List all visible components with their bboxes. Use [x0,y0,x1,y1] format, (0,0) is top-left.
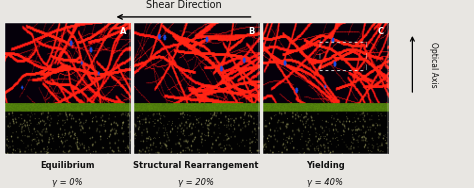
Text: Optical Axis: Optical Axis [429,42,438,87]
Text: γ = 20%: γ = 20% [178,178,214,187]
Text: A: A [119,27,126,36]
Text: Shear Direction: Shear Direction [146,0,221,10]
Text: B: B [249,27,255,36]
Text: γ = 0%: γ = 0% [52,178,82,187]
Text: γ = 40%: γ = 40% [307,178,343,187]
Text: Yielding: Yielding [306,161,345,170]
Text: Structural Rearrangement: Structural Rearrangement [134,161,259,170]
Text: Equilibrium: Equilibrium [40,161,94,170]
Text: C: C [378,27,384,36]
